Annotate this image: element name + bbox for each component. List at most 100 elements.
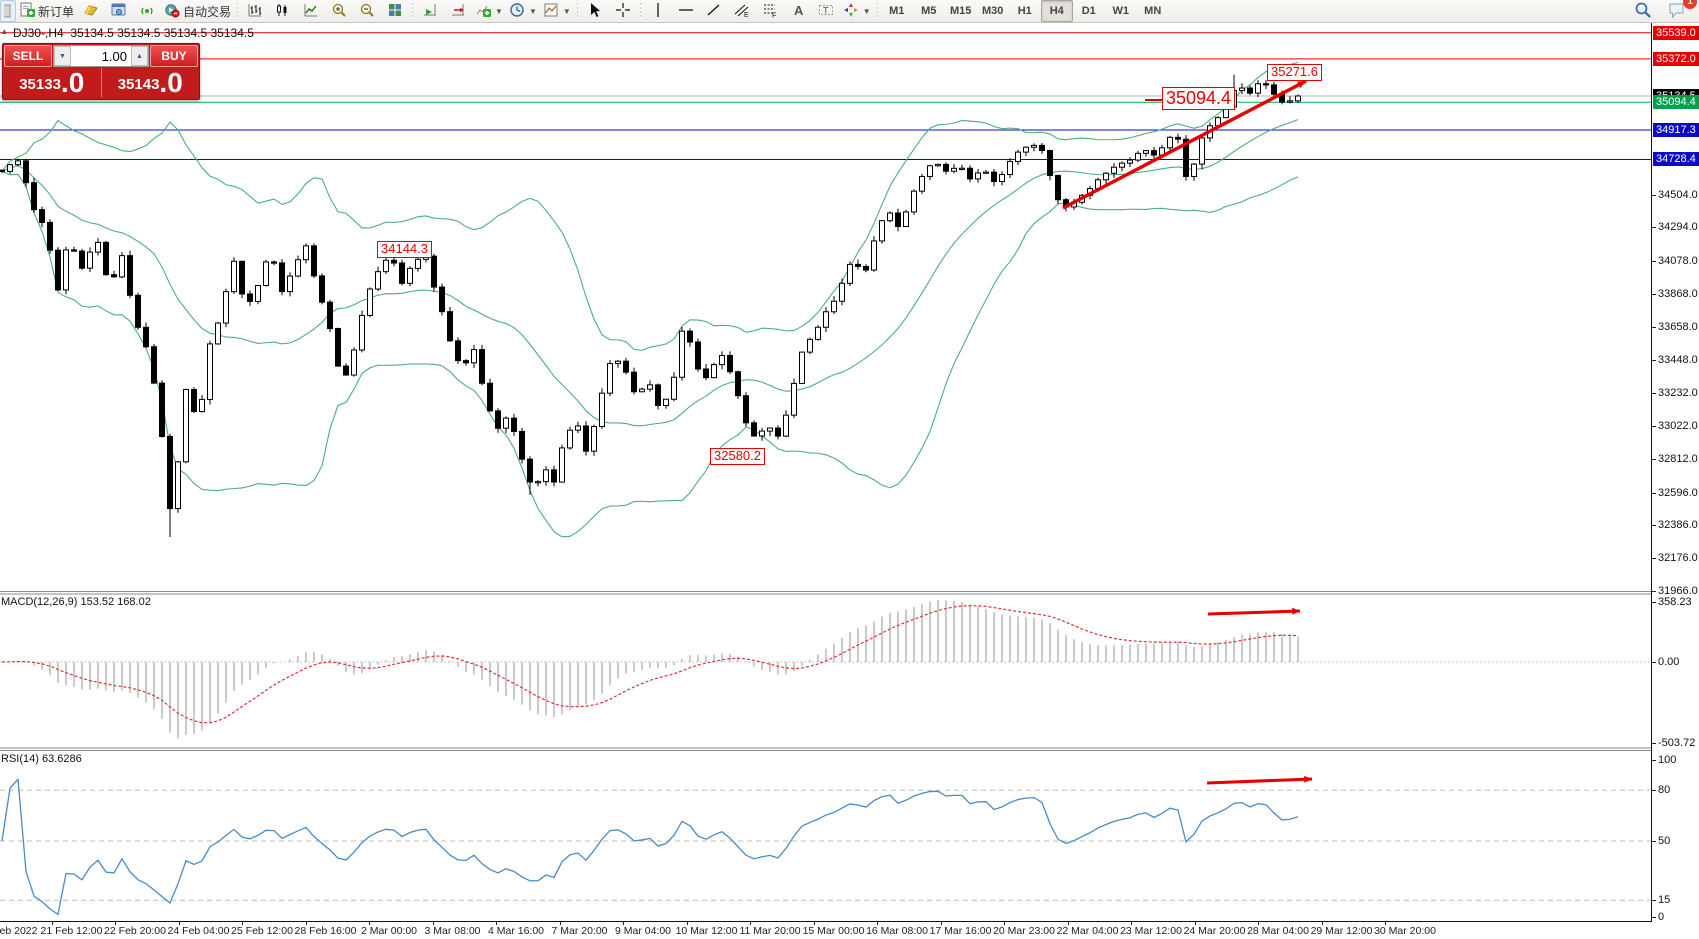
toolbar-button-fibo[interactable]: F: [756, 0, 784, 22]
timeframe-button-w1[interactable]: W1: [1112, 5, 1129, 17]
timeframe-button-m5[interactable]: M5: [921, 5, 937, 17]
toolbar-button-periods[interactable]: ▼: [506, 0, 540, 22]
toolbar-button-chart-shift[interactable]: [444, 0, 472, 22]
toolbar-button-arrows[interactable]: ▼: [840, 0, 874, 22]
chevron-down-icon: ▼: [528, 6, 537, 16]
toolbar-separator: [409, 2, 416, 20]
price-tick-mark: [1652, 293, 1656, 295]
rsi-tick-mark: [1652, 841, 1656, 842]
toolbar-button-bars-chart[interactable]: [241, 0, 269, 22]
buy-button[interactable]: BUY: [150, 45, 198, 67]
chart-canvas[interactable]: [0, 0, 1652, 939]
price-tick-mark: [1652, 393, 1656, 395]
price-tick-mark: [1652, 492, 1656, 494]
time-axis-label: 2 Mar 00:00: [360, 925, 418, 937]
toolbar-button-tile-windows[interactable]: [381, 0, 409, 22]
periods-icon: [509, 2, 525, 21]
timeframe-button-h4[interactable]: H4: [1040, 0, 1073, 22]
toolbar-button-signal[interactable]: [133, 0, 161, 22]
toolbar-button-zoom-in[interactable]: [325, 0, 353, 22]
toolbar-button-zoom-out[interactable]: [353, 0, 381, 22]
timeframe-button-h1[interactable]: H1: [1017, 5, 1032, 17]
time-tick-mark: [559, 922, 561, 925]
svg-text:F: F: [772, 12, 776, 18]
buy-price-pips: .0: [159, 67, 183, 98]
toolbar-button-text[interactable]: A: [784, 0, 812, 22]
price-annotation[interactable]: 35271.6: [1267, 64, 1322, 81]
toolbar-button-vline[interactable]: [644, 0, 672, 22]
price-tick-label: 34504.0: [1658, 188, 1698, 201]
search-icon: [1634, 1, 1652, 22]
price-annotation[interactable]: 34144.3: [377, 241, 432, 258]
toolbar-button-gold[interactable]: [77, 0, 105, 22]
rsi-tick-mark: [1652, 760, 1656, 761]
toolbar-button-trendline[interactable]: [700, 0, 728, 22]
time-axis-label: 10 Mar 12:00: [675, 925, 738, 937]
volume-input[interactable]: [71, 46, 131, 66]
price-tick-mark: [1652, 525, 1656, 527]
zoom-out-icon: [359, 2, 375, 21]
search-button[interactable]: [1629, 0, 1657, 22]
time-axis-label: 24 Mar 20:00: [1183, 925, 1246, 937]
chevron-down-icon: ▼: [862, 6, 871, 16]
toolbar-button-indicators[interactable]: ▼: [472, 0, 506, 22]
cursor-icon: [587, 2, 603, 21]
rsi-tick-mark: [1652, 900, 1656, 901]
time-tick-mark: [1385, 922, 1386, 925]
svg-text:E: E: [744, 12, 749, 18]
timeframe-button-m15[interactable]: M15: [950, 5, 972, 17]
rsi-tick-mark: [1652, 790, 1656, 791]
time-tick-mark: [369, 922, 370, 925]
buy-price: 35143.0: [102, 68, 200, 97]
volume-increase-button[interactable]: ▲: [131, 46, 148, 66]
one-click-trade-widget: SELL ▼ ▲ BUY 35133.0 35143.0: [2, 43, 200, 100]
volume-decrease-button[interactable]: ▼: [54, 46, 71, 66]
text-icon: A: [790, 2, 806, 21]
price-annotation[interactable]: 35094.4: [1162, 87, 1236, 110]
timeframe-button-m30[interactable]: M30: [982, 5, 1004, 17]
price-axis[interactable]: 34504.0 34294.0 34078.0 33868.0 33658.0 …: [1652, 22, 1699, 923]
timeframe-button-mn[interactable]: MN: [1144, 5, 1162, 17]
price-tick-label: 32386.0: [1658, 519, 1698, 532]
toolbar-button-line-chart[interactable]: [297, 0, 325, 22]
time-tick-mark: [496, 922, 497, 925]
price-tick-mark: [1652, 426, 1656, 428]
toolbar-button-templates[interactable]: ▼: [540, 0, 574, 22]
hline-icon: [678, 2, 694, 21]
toolbar-button-crosshair[interactable]: [609, 0, 637, 22]
toolbar-button-auto-scroll[interactable]: [416, 0, 444, 22]
partial-icon[interactable]: [0, 0, 16, 22]
toolbar-button-channel[interactable]: E: [728, 0, 756, 22]
gold-icon: [83, 2, 99, 21]
macd-axis-label: -503.72: [1658, 737, 1696, 749]
rsi-tick-mark: [1652, 917, 1656, 918]
toolbar-button-hline[interactable]: [672, 0, 700, 22]
sell-price: 35133.0: [3, 68, 102, 97]
toolbar-button-autotrade[interactable]: 自动交易: [161, 0, 234, 22]
price-tick-mark: [1652, 558, 1656, 560]
time-tick-mark: [1321, 922, 1323, 925]
toolbar-button-new-order[interactable]: 新订单: [16, 0, 77, 22]
toolbar-separator: [574, 2, 581, 20]
toolbar-button-candles-chart[interactable]: [269, 0, 297, 22]
time-axis-label: 30 Mar 20:00: [1374, 925, 1436, 937]
line-chart-icon: [303, 2, 319, 21]
one-click-collapse-arrow[interactable]: ▴: [2, 26, 7, 36]
toolbar-button-terminal[interactable]: [105, 0, 133, 22]
timeframe-button-m1[interactable]: M1: [889, 5, 905, 17]
notifications-button[interactable]: 1: [1663, 0, 1697, 22]
price-annotation[interactable]: 32580.2: [710, 448, 765, 465]
rsi-axis-label: 0: [1658, 911, 1665, 923]
price-tick-label: 33022.0: [1658, 420, 1698, 433]
toolbar-button-label[interactable]: T: [812, 0, 840, 22]
timeframe-button-d1[interactable]: D1: [1081, 5, 1096, 17]
time-tick-mark: [1067, 922, 1069, 925]
sell-button[interactable]: SELL: [4, 45, 52, 67]
indicators-icon: [475, 2, 492, 21]
chevron-down-icon: ▼: [495, 6, 503, 16]
time-tick-mark: [940, 922, 942, 925]
price-level-badge: 34917.3: [1653, 122, 1699, 137]
price-tick-mark: [1652, 194, 1656, 196]
time-axis[interactable]: 18 Feb 2022 21 Feb 12:00 22 Feb 20:00 24…: [0, 922, 1652, 939]
toolbar-button-cursor[interactable]: [581, 0, 609, 22]
